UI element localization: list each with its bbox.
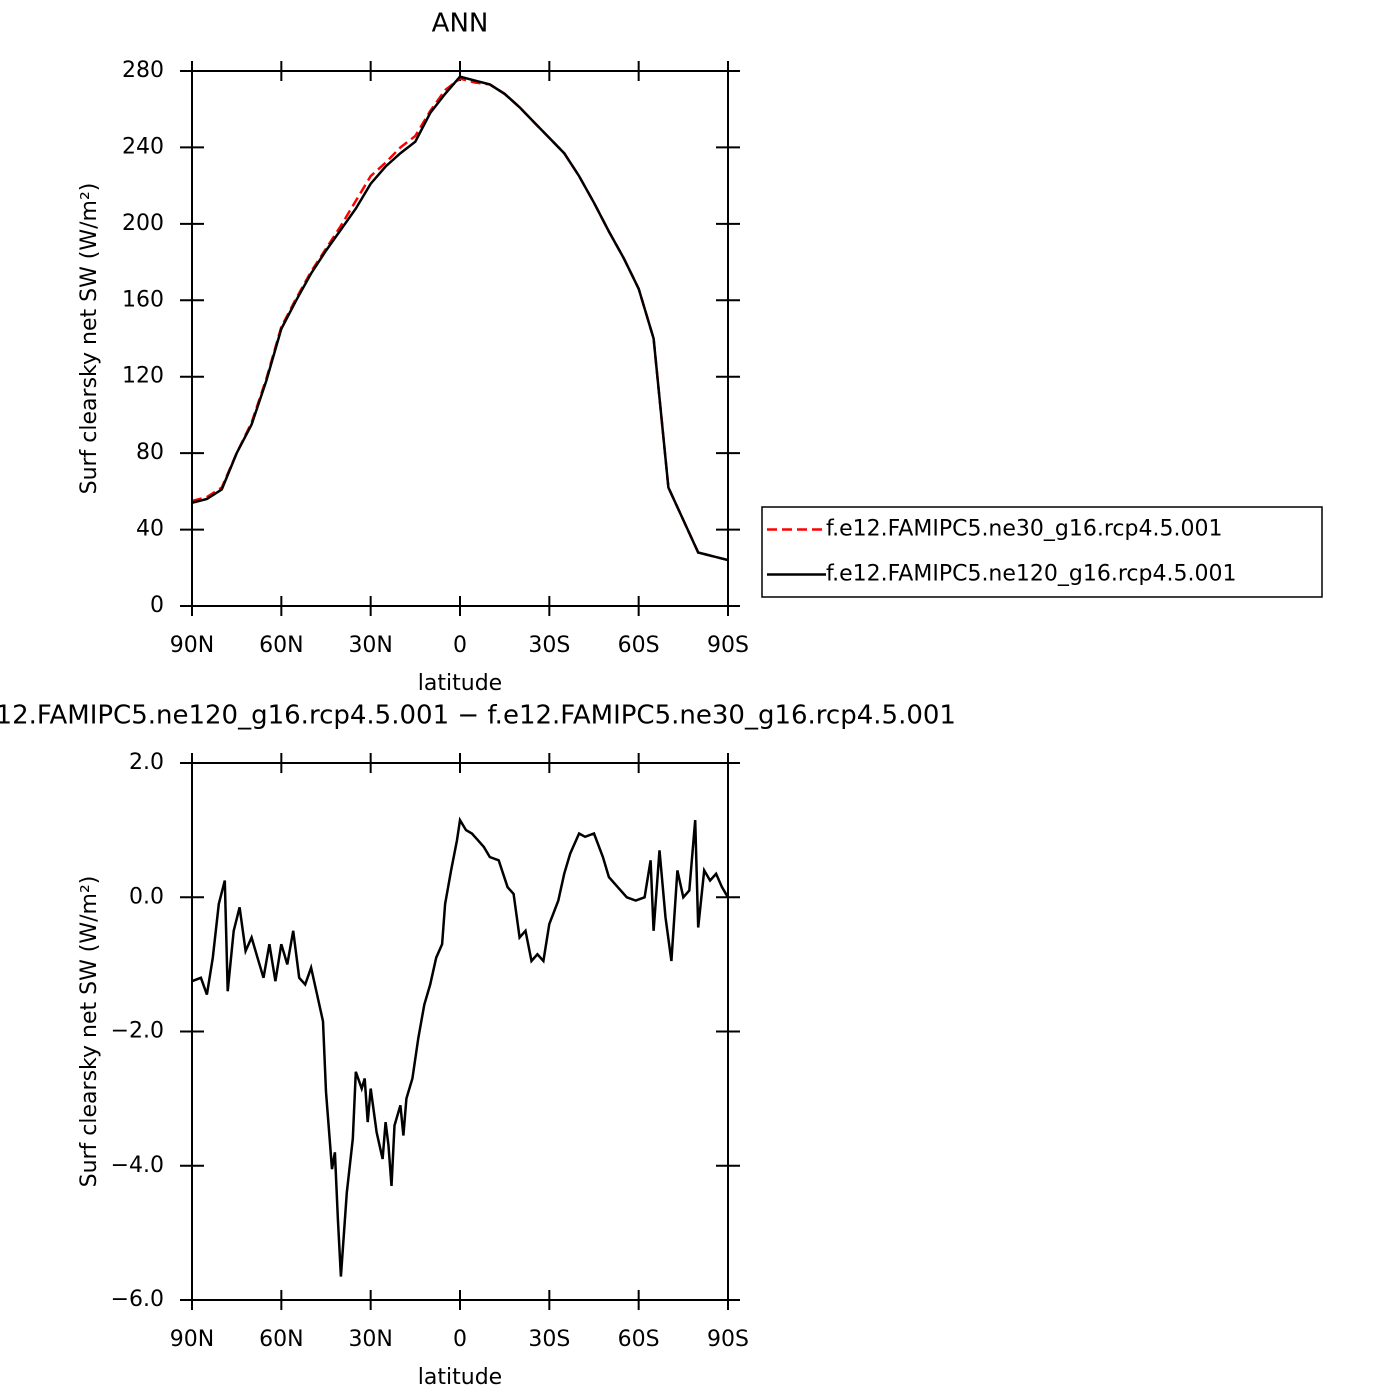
chart-title: f.e12.FAMIPC5.ne120_g16.rcp4.5.001 − f.e… <box>0 701 956 731</box>
y-tick-label: −6.0 <box>111 1287 164 1312</box>
y-tick-label: 280 <box>122 58 164 83</box>
x-tick-label: 0 <box>453 633 467 658</box>
legend-label: f.e12.FAMIPC5.ne120_g16.rcp4.5.001 <box>826 562 1236 587</box>
y-axis-label: Surf clearsky net SW (W/m²) <box>77 183 102 495</box>
x-tick-label: 60N <box>259 633 303 658</box>
y-tick-label: 200 <box>122 211 164 236</box>
y-tick-label: 40 <box>136 517 164 542</box>
x-axis-label: latitude <box>418 671 502 696</box>
x-tick-label: 0 <box>453 1327 467 1352</box>
data-line <box>191 75 729 562</box>
data-line <box>191 816 730 1277</box>
x-tick-label: 30N <box>348 1327 392 1352</box>
x-tick-label: 90S <box>707 633 749 658</box>
x-tick-label: 90S <box>707 1327 749 1352</box>
y-tick-label: 160 <box>122 287 164 312</box>
x-tick-label: 60S <box>618 633 660 658</box>
x-tick-label: 60S <box>618 1327 660 1352</box>
x-tick-label: 30S <box>528 1327 570 1352</box>
x-tick-label: 60N <box>259 1327 303 1352</box>
y-tick-label: −2.0 <box>111 1019 164 1044</box>
y-tick-label: 0.0 <box>129 884 164 909</box>
chart-title: ANN <box>432 9 489 39</box>
x-axis-label: latitude <box>418 1365 502 1390</box>
legend-box <box>761 506 1323 598</box>
x-tick-label: 30S <box>528 633 570 658</box>
legend-label: f.e12.FAMIPC5.ne30_g16.rcp4.5.001 <box>826 517 1222 542</box>
y-axis-label: Surf clearsky net SW (W/m²) <box>77 876 102 1188</box>
y-tick-label: −4.0 <box>111 1153 164 1178</box>
plot-frame <box>191 70 729 607</box>
y-tick-label: 2.0 <box>129 750 164 775</box>
x-tick-label: 90N <box>170 633 214 658</box>
x-tick-label: 90N <box>170 1327 214 1352</box>
y-tick-label: 240 <box>122 134 164 159</box>
plot-frame <box>191 762 729 1301</box>
y-tick-label: 0 <box>150 593 164 618</box>
x-tick-label: 30N <box>348 633 392 658</box>
y-tick-label: 80 <box>136 440 164 465</box>
y-tick-label: 120 <box>122 364 164 389</box>
